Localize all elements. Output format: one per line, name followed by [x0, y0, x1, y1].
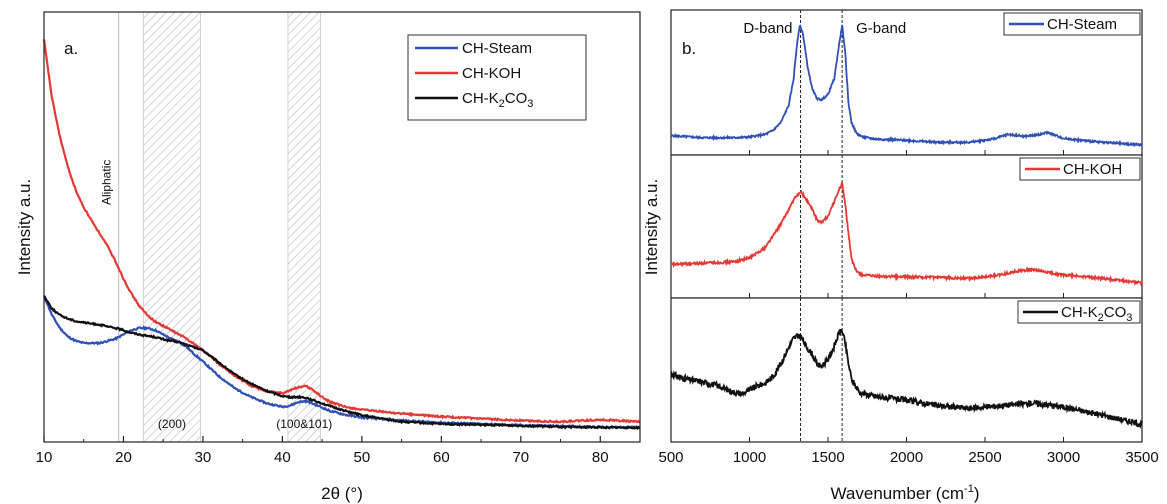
annotation-label: (100&101): [276, 417, 332, 431]
legend-label: CH-KOH: [462, 65, 521, 82]
x-tick-label: 70: [512, 449, 529, 466]
legend-b: CH-K2CO3: [1017, 300, 1141, 324]
x-tick-label: 1500: [811, 449, 844, 466]
raman-spectrum-line: [670, 328, 1143, 430]
x-tick-label: 80: [592, 449, 609, 466]
band-label: D-band: [743, 20, 792, 37]
x-tick-label: 500: [658, 449, 683, 466]
x-tick-label: 1000: [733, 449, 766, 466]
series-line-ch-koh: [42, 39, 641, 424]
x-axis-label-b: Wavenumber (cm-1): [831, 483, 980, 503]
plot-frame-a: [43, 11, 641, 443]
y-axis-label-b: Intensity a.u.: [642, 179, 661, 275]
legend-label: CH-Steam: [462, 40, 532, 57]
legend-label: CH-K2CO3: [462, 90, 533, 110]
annotation-label: Aliphatic: [100, 160, 114, 205]
subplot-ch-steam: CH-Steam: [670, 9, 1143, 156]
x-tick-label: 40: [274, 449, 291, 466]
legend-a: CH-Steam CH-KOH CH-K2CO3: [407, 34, 587, 121]
legend-b: CH-KOH: [1019, 157, 1141, 181]
legend-label: CH-K2CO3: [1061, 304, 1132, 324]
annotation-label: (200): [158, 417, 186, 431]
x-tick-label: 2500: [968, 449, 1001, 466]
panel-label-b: b.: [682, 39, 696, 58]
legend-b: CH-Steam: [1003, 12, 1141, 36]
hatched-region: [142, 11, 201, 443]
x-tick-label: 30: [195, 449, 212, 466]
chart-a: Aliphatic (200) (100&101) 10 20 30 40 50 60 70 80…: [15, 11, 641, 503]
y-axis-label-a: Intensity a.u.: [15, 179, 34, 275]
x-tick-label: 3000: [1047, 449, 1080, 466]
x-tick-label: 2000: [890, 449, 923, 466]
panel-label-a: a.: [64, 39, 78, 58]
x-tick-label: 10: [36, 449, 53, 466]
legend-label: CH-KOH: [1063, 161, 1122, 178]
x-tick-label: 60: [433, 449, 450, 466]
subplot-ch-koh: CH-KOH: [670, 154, 1143, 299]
x-tick-label: 50: [354, 449, 371, 466]
x-axis-label-a: 2θ (°): [321, 484, 363, 503]
band-label: G-band: [856, 20, 906, 37]
x-tick-label: 3500: [1125, 449, 1158, 466]
series-line-ch-k2co3: [43, 295, 641, 431]
subplot-ch-k2co3: CH-K2CO3: [670, 297, 1143, 443]
raman-spectrum-line: [670, 181, 1143, 287]
series-line-ch-steam: [43, 295, 641, 430]
chart-b: CH-Steam CH-KOH CH-K2CO3 D-band G-band 500 10…: [642, 9, 1159, 503]
x-tick-label: 20: [115, 449, 132, 466]
legend-label: CH-Steam: [1047, 16, 1117, 33]
hatched-region: [287, 11, 321, 443]
raman-spectrum-line: [670, 24, 1143, 148]
